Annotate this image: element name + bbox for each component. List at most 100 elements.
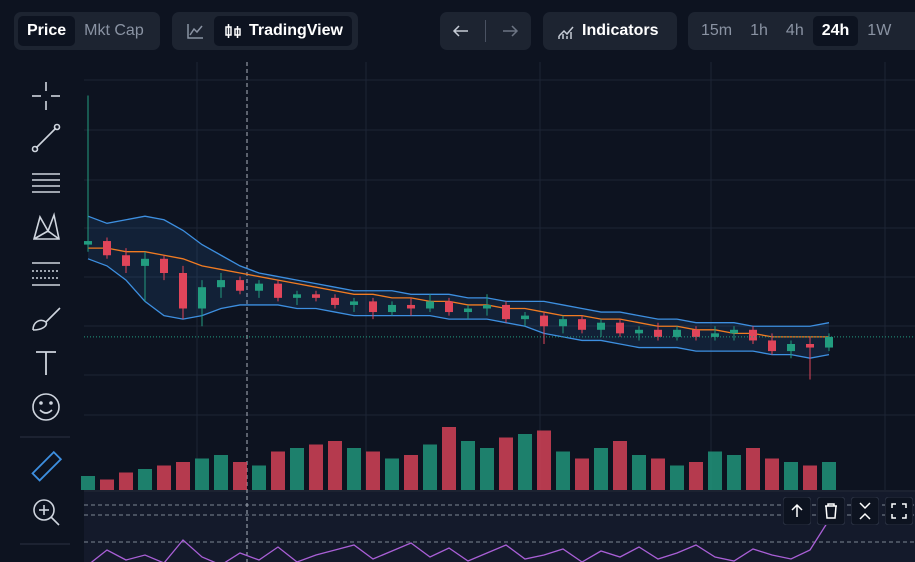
panel-buttons — [783, 497, 913, 525]
volume-bar — [480, 448, 494, 490]
volume-bar — [442, 427, 456, 490]
grid — [84, 62, 915, 490]
pattern-tool[interactable] — [28, 209, 64, 245]
candle-body — [692, 329, 700, 337]
candle-body — [635, 329, 643, 334]
volume-bar — [423, 444, 437, 490]
candle-body — [597, 322, 605, 330]
rsi-line — [90, 519, 830, 562]
volume-bar — [651, 458, 665, 490]
volume-bar — [157, 465, 171, 490]
tradingview-button[interactable]: TradingView — [214, 16, 352, 46]
candle-body — [749, 329, 757, 341]
candle-body — [293, 294, 301, 298]
redo-button[interactable] — [500, 21, 520, 41]
volume-bar — [404, 455, 418, 490]
candle-body — [445, 301, 453, 313]
interval-button[interactable]: 1W — [867, 22, 892, 39]
candle-body — [578, 319, 586, 330]
candle-body — [768, 340, 776, 352]
volume-bar — [309, 444, 323, 490]
indicators-button[interactable]: Indicators — [547, 16, 667, 46]
candle-body — [179, 273, 187, 309]
volume-bar — [214, 455, 228, 490]
candle-body — [502, 304, 510, 320]
emoji-tool[interactable] — [28, 389, 64, 425]
chart-type-toggle: TradingView — [172, 12, 358, 50]
line-chart-button[interactable] — [176, 16, 214, 46]
volume-bar — [290, 448, 304, 490]
indicators-icon — [558, 26, 574, 39]
tradingview-label: TradingView — [249, 22, 343, 39]
move-up-button[interactable] — [783, 497, 811, 525]
candle-body — [141, 258, 149, 266]
candle-body — [426, 301, 434, 309]
trendline-tool[interactable] — [28, 120, 64, 156]
candle-body — [369, 301, 377, 313]
ruler-tool[interactable] — [28, 449, 64, 485]
candle-body — [331, 297, 339, 305]
interval-button[interactable]: 24h — [812, 16, 859, 46]
volume-bar — [689, 462, 703, 490]
candle-body — [274, 283, 282, 298]
candle-body — [711, 333, 719, 337]
candle-body — [825, 336, 833, 348]
crosshair-tool[interactable] — [28, 78, 64, 114]
lines-tool[interactable] — [28, 165, 64, 201]
zoom-tool[interactable] — [28, 494, 64, 530]
brush-tool[interactable] — [28, 300, 64, 336]
candle-body — [806, 344, 814, 348]
indicators-label: Indicators — [582, 22, 659, 39]
mkt-cap-button[interactable]: Mkt Cap — [84, 22, 144, 39]
undo-button[interactable] — [451, 21, 471, 41]
candle-body — [103, 241, 111, 256]
volume-bar — [822, 462, 836, 490]
band-middle — [88, 247, 829, 338]
price-button[interactable]: Price — [18, 16, 76, 46]
volume-bar — [613, 441, 627, 490]
candle-body — [350, 301, 358, 305]
collapse-button[interactable] — [851, 497, 879, 525]
volume-bar — [727, 455, 741, 490]
volume-bar — [765, 458, 779, 490]
volume-bar — [518, 434, 532, 490]
band-lower — [87, 258, 830, 359]
volume-bar — [252, 465, 266, 490]
candle-body — [84, 241, 92, 245]
text-tool[interactable] — [28, 345, 64, 381]
volume-bar — [347, 448, 361, 490]
interval-group: 15m 1h 4h 24h 1W — [688, 12, 915, 50]
candle-body — [160, 258, 168, 273]
volume-bar — [233, 462, 247, 490]
candle-body — [255, 283, 263, 291]
volume-bar — [746, 448, 760, 490]
delete-button[interactable] — [817, 497, 845, 525]
volume-bar — [119, 472, 133, 490]
interval-button[interactable]: 1h — [750, 22, 768, 39]
candle-body — [654, 329, 662, 337]
price-toggle: Price Mkt Cap — [14, 12, 160, 50]
candle-body — [312, 294, 320, 298]
indicators-group: Indicators — [543, 12, 677, 50]
interval-button[interactable]: 15m — [701, 22, 733, 39]
volume-bar — [195, 458, 209, 490]
band-fill — [88, 216, 829, 359]
volume-bar — [100, 479, 114, 490]
volume-bar — [556, 451, 570, 490]
history-buttons — [440, 12, 531, 50]
volume-bar — [708, 451, 722, 490]
volume-bar — [499, 437, 513, 490]
volume-bar — [328, 441, 342, 490]
candle-body — [787, 344, 795, 352]
volume-bar — [366, 451, 380, 490]
candle-body — [540, 315, 548, 327]
candle-body — [236, 280, 244, 291]
volume-bar — [461, 441, 475, 490]
fib-tool[interactable] — [28, 255, 64, 291]
candle-body — [673, 329, 681, 337]
maximize-button[interactable] — [885, 497, 913, 525]
candle-body — [122, 255, 130, 266]
interval-button[interactable]: 4h — [785, 22, 804, 39]
